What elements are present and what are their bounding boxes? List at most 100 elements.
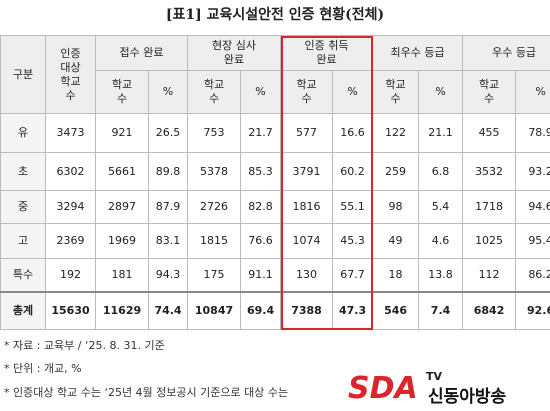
cell: 21.1: [418, 113, 464, 153]
cell: 1969: [95, 223, 149, 259]
cell: 중: [0, 190, 46, 224]
watermark-bg: [340, 366, 550, 411]
subheader-cell: %: [147, 70, 189, 114]
header-row: 구분 인증 대상 학교 수 접수 완료 현장 심사 완료 인증 취득 완료 최우수 등급 우…: [0, 35, 550, 114]
subheader-cell: %: [240, 70, 282, 114]
cell: 5.4: [418, 190, 464, 224]
cell: 5661: [95, 152, 149, 191]
data-row: 초 6302 5661 89.8 5378 85.3 3791 60.2 259 6.8 3532 9…: [0, 152, 550, 191]
group-header: 인증 취득 완료: [280, 35, 374, 71]
cell: 192: [45, 258, 96, 292]
table: 구분 인증 대상 학교 수 접수 완료 현장 심사 완료 인증 취득 완료 최우수 등급 우…: [0, 35, 550, 330]
group-header: 우수 등급: [462, 35, 550, 71]
cell: 4.6: [418, 223, 464, 259]
cell: 1815: [187, 223, 242, 259]
cell: 546: [372, 290, 420, 330]
table-title: [표1] 교육시설안전 인증 현황(전체): [165, 7, 385, 23]
cell: 122: [372, 113, 420, 153]
cell: 3791: [280, 152, 334, 191]
cell: 7.4: [418, 290, 464, 330]
cell: 1025: [462, 223, 517, 259]
cell: 3294: [45, 190, 96, 224]
subheader-cell: 학교 수: [187, 70, 242, 114]
note: * 자료 : 교육부 / ‘25. 8. 31. 기준: [4, 339, 165, 352]
note: * 단위 : 개교, %: [4, 362, 82, 375]
cell: 26.5: [147, 113, 189, 153]
cell: 1718: [462, 190, 517, 224]
cell: 74.4: [147, 290, 189, 330]
subheader-cell: 학교 수: [95, 70, 149, 114]
cell: 181: [95, 258, 149, 292]
table-wrap: 구분 인증 대상 학교 수 접수 완료 현장 심사 완료 인증 취득 완료 최우수 등급 우…: [0, 35, 550, 330]
subheader-cell: %: [418, 70, 464, 114]
cell: 총계: [0, 290, 46, 330]
note: * 인증대상 학교 수는 ‘25년 4월 정보공시 기준으로 대상 수는: [4, 386, 289, 399]
cell: 45.3: [332, 223, 374, 259]
cell: 86.2: [515, 258, 550, 292]
subheader-cell: 학교 수: [462, 70, 517, 114]
cell: 18: [372, 258, 420, 292]
subheader-cell: %: [515, 70, 550, 114]
subheader-cell: 학교 수: [372, 70, 420, 114]
cell: 577: [280, 113, 334, 153]
cell: 91.1: [240, 258, 282, 292]
cell: 1074: [280, 223, 334, 259]
cell: 76.6: [240, 223, 282, 259]
cell: 유: [0, 113, 46, 153]
header-cell: 구분: [0, 35, 46, 114]
cell: 13.8: [418, 258, 464, 292]
group-header: 접수 완료: [94, 35, 189, 71]
cell: 21.7: [240, 113, 282, 153]
cell: 55.1: [332, 190, 374, 224]
cell: 11629: [95, 290, 149, 330]
subheader-cell: %: [332, 70, 374, 114]
cell: 2726: [187, 190, 242, 224]
cell: 49: [372, 223, 420, 259]
cell: 16.6: [332, 113, 374, 153]
cell: 112: [462, 258, 517, 292]
cell: 6842: [462, 290, 517, 330]
cell: 78.9: [515, 113, 550, 153]
cell: 85.3: [240, 152, 282, 191]
watermark: SDA TV 신동아방송: [340, 366, 550, 411]
cell: 92.6: [515, 290, 550, 330]
total-row: 총계 15630 11629 74.4 10847 69.4 7388 47.3 546 7.4 6…: [0, 290, 550, 330]
cell: 7388: [280, 290, 334, 330]
group-header: 최우수 등급: [372, 35, 464, 71]
watermark-name: 신동아방송: [428, 387, 507, 407]
cell: 1816: [280, 190, 334, 224]
cell: 753: [187, 113, 242, 153]
data-row: 특수 192 181 94.3 175 91.1 130 67.7 18 13.8 112 86.2: [0, 258, 550, 292]
group-header: 현장 심사 완료: [187, 35, 282, 71]
cell: 455: [462, 113, 517, 153]
cell: 47.3: [332, 290, 374, 330]
cell: 3532: [462, 152, 517, 191]
cell: 130: [280, 258, 334, 292]
cell: 69.4: [240, 290, 282, 330]
cell: 93.2: [515, 152, 550, 191]
data-row: 유 3473 921 26.5 753 21.7 577 16.6 122 21.1 455 78.9: [0, 113, 550, 153]
cell: 6.8: [418, 152, 464, 191]
cell: 2897: [95, 190, 149, 224]
subheader-row: 학교 수% 학교 수% 학교 수% 학교 수% 학교 수%: [1, 70, 550, 114]
watermark-logo: SDA: [348, 371, 418, 406]
cell: 5378: [187, 152, 242, 191]
cell: 259: [372, 152, 420, 191]
data-row: 고 2369 1969 83.1 1815 76.6 1074 45.3 49 4.6 1025 95…: [0, 223, 550, 259]
watermark-tv: TV: [426, 370, 443, 383]
cell: 95.4: [515, 223, 550, 259]
subheader-cell: 학교 수: [280, 70, 334, 114]
cell: 921: [95, 113, 149, 153]
cell: 초: [0, 152, 46, 191]
cell: 15630: [45, 290, 96, 330]
cell: 89.8: [147, 152, 189, 191]
cell: 2369: [45, 223, 96, 259]
cell: 82.8: [240, 190, 282, 224]
cell: 94.3: [147, 258, 189, 292]
data-row: 중 3294 2897 87.9 2726 82.8 1816 55.1 98 5.4 1718 94…: [0, 190, 550, 224]
cell: 고: [0, 223, 46, 259]
cell: 98: [372, 190, 420, 224]
cell: 67.7: [332, 258, 374, 292]
cell: 6302: [45, 152, 96, 191]
